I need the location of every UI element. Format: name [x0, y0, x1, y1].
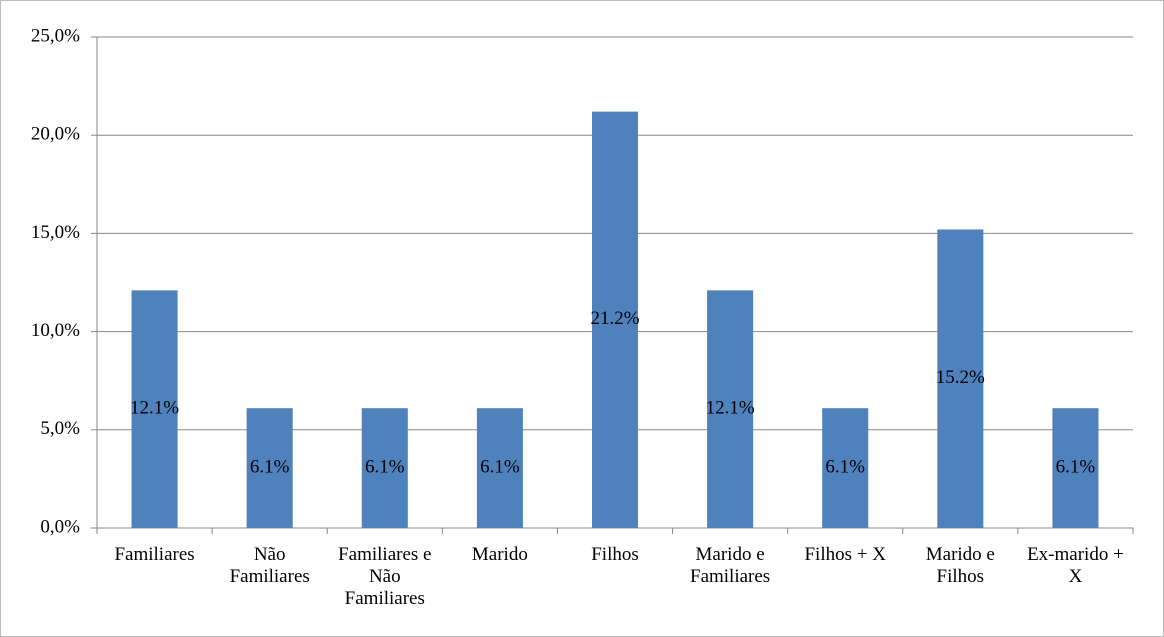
data-label: 6.1%: [1056, 456, 1096, 477]
y-tick-label: 0,0%: [40, 516, 80, 537]
data-label: 21.2%: [590, 308, 639, 329]
data-label: 15.2%: [936, 367, 985, 388]
bar: [707, 290, 754, 528]
bar: [361, 408, 408, 528]
x-tick-label: Marido: [471, 544, 528, 565]
bar: [822, 408, 869, 528]
data-label: 6.1%: [365, 456, 405, 477]
data-label: 6.1%: [480, 456, 520, 477]
y-tick-label: 15,0%: [31, 222, 80, 243]
data-label: 6.1%: [250, 456, 290, 477]
data-label: 12.1%: [130, 398, 179, 419]
bar: [131, 290, 178, 528]
x-tick-label: Não Familiares: [229, 544, 310, 587]
bar: [246, 408, 293, 528]
x-tick-label: Filhos: [591, 544, 639, 565]
x-tick-label: Filhos + X: [804, 544, 886, 565]
bar: [476, 408, 523, 528]
y-tick-label: 20,0%: [31, 124, 80, 145]
y-tick-label: 5,0%: [40, 418, 80, 439]
y-tick-label: 10,0%: [31, 320, 80, 341]
x-tick-label: Familiares e Não Familiares: [338, 544, 432, 609]
x-tick-label: Familiares: [114, 544, 195, 565]
bar: [591, 111, 639, 528]
data-label: 6.1%: [825, 456, 865, 477]
bar: [1052, 408, 1099, 528]
x-tick-label: Ex-marido + X: [1027, 544, 1124, 587]
bar: [937, 229, 984, 529]
x-tick-label: Marido e Filhos: [925, 544, 995, 587]
data-label: 12.1%: [706, 398, 755, 419]
y-tick-label: 25,0%: [31, 25, 80, 46]
x-tick-label: Marido e Familiares: [690, 544, 771, 587]
